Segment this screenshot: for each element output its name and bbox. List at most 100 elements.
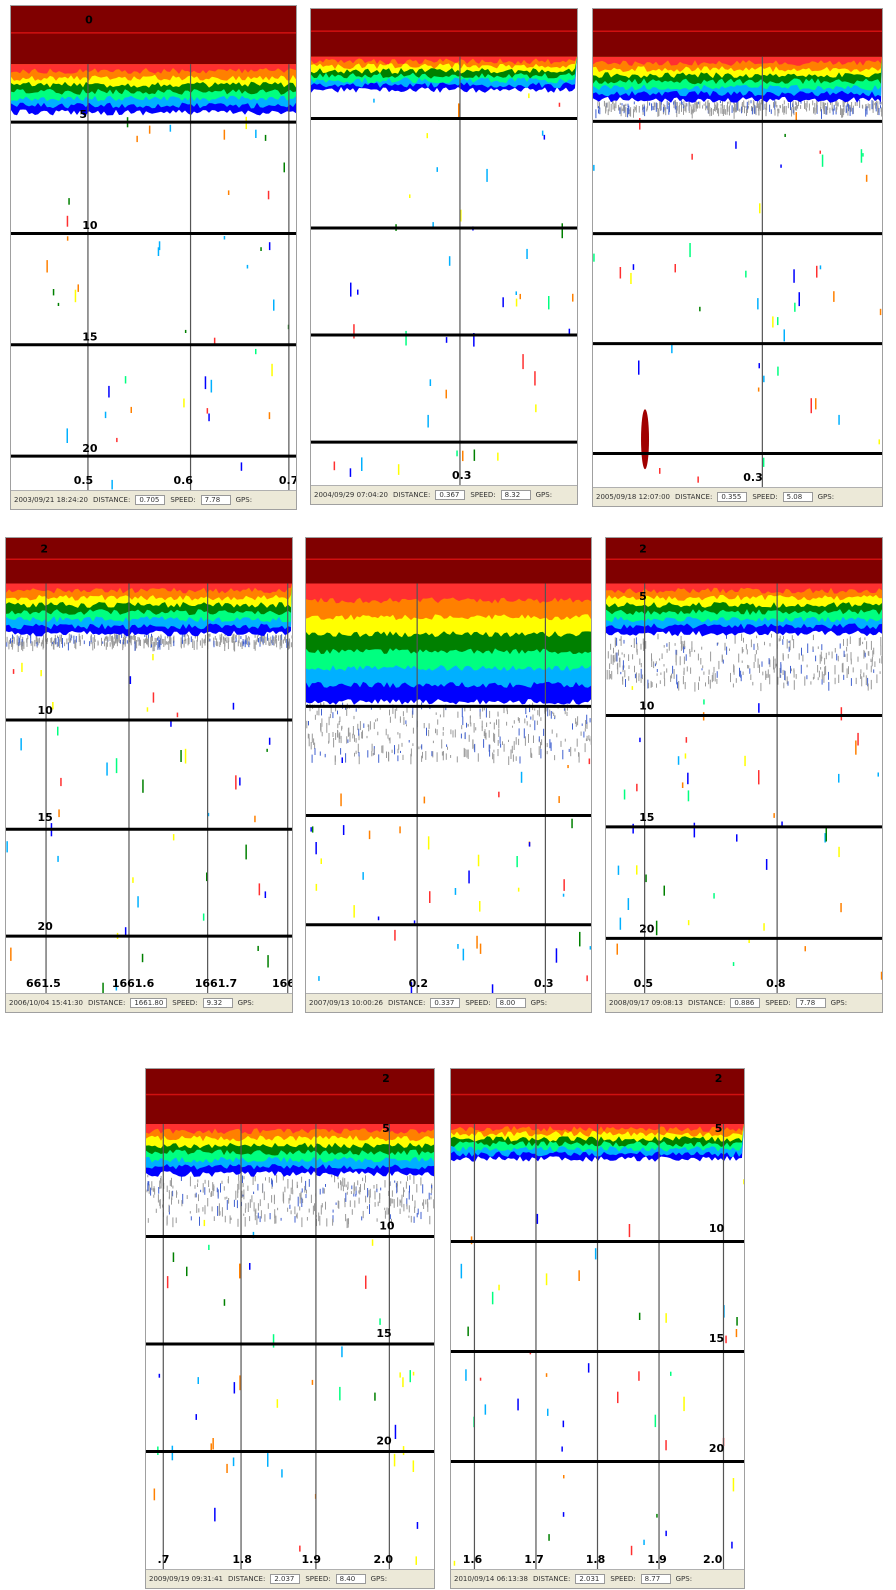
echo-speck [517, 887, 520, 892]
echo-speck [432, 222, 434, 229]
echo-speck [182, 1193, 184, 1204]
echo-speck [765, 670, 767, 680]
echo-speck [722, 101, 723, 108]
echo-speck [534, 371, 536, 386]
echo-speck [577, 716, 579, 726]
echo-speck [625, 107, 627, 117]
echo-speck [281, 1469, 283, 1478]
echo-speck [178, 1199, 180, 1204]
echo-speck [714, 101, 716, 107]
echo-speck [649, 102, 651, 106]
echo-speck [564, 708, 566, 715]
echo-speck [152, 1188, 154, 1192]
gps-label: GPS: [530, 999, 548, 1007]
distance-label: 1.6 [463, 1553, 483, 1566]
echo-speck [104, 411, 107, 419]
echo-speck [71, 635, 73, 639]
echo-speck [212, 1182, 214, 1191]
echo-speck [274, 1195, 275, 1201]
echo-speck [217, 641, 219, 647]
echo-speck [337, 723, 339, 729]
echo-speck [116, 437, 118, 443]
echo-speck [842, 101, 844, 108]
echo-speck [295, 1214, 297, 1218]
echo-speck [23, 641, 25, 649]
echo-speck [66, 638, 68, 645]
echo-speck [279, 635, 281, 645]
echo-speck [694, 102, 696, 109]
depth-label: 15 [37, 811, 52, 824]
echo-speck [717, 108, 719, 114]
echo-speck [563, 708, 565, 711]
echo-speck [249, 1199, 251, 1208]
echo-speck [257, 633, 259, 637]
echo-speck [855, 677, 857, 685]
echo-speck [416, 1522, 419, 1529]
echo-speck [813, 107, 815, 114]
echo-speck [102, 641, 104, 644]
echo-speck [633, 109, 634, 118]
echo-speck [777, 366, 779, 376]
echo-speck [765, 859, 768, 870]
echo-speck [395, 1182, 397, 1188]
echo-speck [655, 102, 657, 112]
echo-speck [235, 775, 237, 790]
echo-speck [173, 635, 175, 643]
echo-speck [416, 1213, 418, 1218]
echo-speck [328, 733, 330, 743]
echo-speck [397, 732, 399, 735]
surface-band [306, 583, 591, 604]
echo-speck [123, 638, 125, 642]
echo-speck [795, 101, 797, 106]
echo-speck [281, 634, 283, 643]
echo-speck [281, 640, 283, 649]
echo-speck [403, 1187, 404, 1197]
echo-speck [617, 671, 619, 675]
echo-speck [16, 635, 18, 644]
echo-speck [735, 107, 737, 112]
echo-speck [757, 643, 759, 647]
speed-value: 8.00 [495, 998, 526, 1008]
echo-speck [189, 1176, 191, 1187]
echo-speck [165, 641, 167, 645]
distance-label: 1661.6 [112, 977, 155, 990]
echo-speck [663, 885, 665, 896]
echo-speck [283, 1193, 285, 1204]
echo-speck [714, 673, 716, 682]
speed-value: 5.08 [782, 492, 813, 502]
echo-speck [11, 640, 13, 647]
distance-value: 2.037 [270, 1574, 301, 1584]
echo-speck [342, 1185, 344, 1192]
echo-speck [457, 711, 459, 718]
depth-label: 15 [639, 811, 654, 824]
echo-speck [825, 102, 827, 105]
echo-speck [288, 638, 290, 644]
echo-speck [633, 106, 635, 113]
echo-speck [407, 1176, 408, 1181]
echo-speck [157, 1194, 159, 1203]
echo-speck [351, 1209, 353, 1215]
echo-speck [152, 641, 154, 652]
echo-speck [784, 133, 786, 137]
echo-speck [540, 748, 542, 759]
echo-speck [784, 105, 786, 113]
echo-speck [663, 107, 665, 112]
echo-speck [12, 635, 14, 639]
echo-speck [350, 1191, 352, 1194]
echo-speck [347, 1218, 349, 1228]
echo-speck [159, 1200, 161, 1206]
echo-speck [615, 652, 617, 662]
echo-speck [68, 633, 70, 644]
echo-speck [686, 103, 688, 107]
echo-speck [623, 653, 625, 658]
echo-speck [355, 750, 357, 755]
echo-speck [353, 1192, 355, 1197]
echo-speck [238, 1180, 240, 1190]
echo-speck [871, 660, 873, 667]
echo-speck [579, 931, 581, 947]
echo-speck [332, 1209, 334, 1213]
echo-speck [683, 100, 685, 107]
echo-speck [337, 1175, 339, 1180]
echo-speck [874, 661, 876, 667]
